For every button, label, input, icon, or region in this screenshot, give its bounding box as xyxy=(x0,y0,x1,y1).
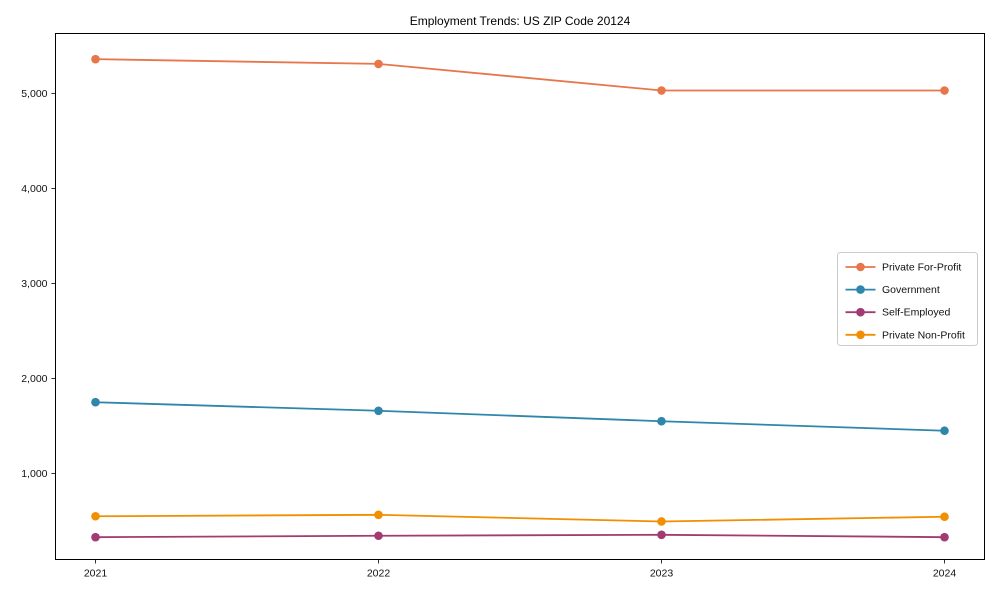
series-line-government xyxy=(95,401,945,432)
data-point-private-non-profit xyxy=(91,511,100,521)
y-tick-label: 4,000 xyxy=(21,183,47,195)
series-line-private-non-profit xyxy=(95,513,945,523)
legend-label: Private For-Profit xyxy=(882,262,961,274)
data-point-self-employed xyxy=(374,531,383,541)
legend-item: Private Non-Profit xyxy=(845,329,965,341)
data-point-private-non-profit xyxy=(940,512,949,522)
data-point-government xyxy=(940,426,949,436)
data-point-private-for-profit xyxy=(374,59,383,69)
data-point-private-non-profit xyxy=(374,510,383,520)
data-point-self-employed xyxy=(91,532,100,542)
legend-marker xyxy=(856,307,865,317)
series-line-private-for-profit xyxy=(95,58,945,92)
data-point-private-for-profit xyxy=(91,54,100,64)
legend-label: Private Non-Profit xyxy=(882,329,965,341)
legend-marker xyxy=(856,262,865,272)
series-line-self-employed xyxy=(95,533,945,539)
legend-box xyxy=(837,252,978,346)
x-tick-label: 2021 xyxy=(84,568,108,580)
legend-marker xyxy=(856,285,865,294)
y-tick-label: 5,000 xyxy=(21,88,47,100)
x-tick-label: 2023 xyxy=(650,568,674,580)
legend-item: Self-Employed xyxy=(845,307,950,319)
x-tick-label: 2024 xyxy=(933,568,957,580)
data-point-self-employed xyxy=(940,532,949,542)
y-tick-label: 1,000 xyxy=(21,468,47,480)
legend-item: Private For-Profit xyxy=(845,262,961,274)
legend-label: Self-Employed xyxy=(882,307,950,319)
data-point-government xyxy=(91,397,100,407)
y-tick-label: 3,000 xyxy=(21,278,47,290)
legend-marker xyxy=(856,330,865,340)
y-tick-label: 2,000 xyxy=(21,373,47,385)
data-point-government xyxy=(374,406,383,416)
data-point-self-employed xyxy=(657,530,666,540)
x-axis: 2021 2022 2023 2024 xyxy=(84,559,957,580)
legend-label: Government xyxy=(882,284,940,296)
data-point-private-for-profit xyxy=(657,86,666,95)
y-axis: 1,000 2,000 3,000 4,000 5,000 xyxy=(21,88,56,480)
x-tick-label: 2022 xyxy=(367,568,391,580)
data-point-government xyxy=(657,416,666,426)
plot-area-border xyxy=(55,33,985,560)
chart-title: Employment Trends: US ZIP Code 20124 xyxy=(410,14,631,28)
series-lines xyxy=(91,54,949,542)
data-point-private-for-profit xyxy=(940,86,949,95)
legend: Private For-Profit Government Self-Employe… xyxy=(837,252,978,346)
data-point-private-non-profit xyxy=(657,517,666,526)
plot-spines xyxy=(55,33,985,560)
legend-item: Government xyxy=(845,284,940,296)
